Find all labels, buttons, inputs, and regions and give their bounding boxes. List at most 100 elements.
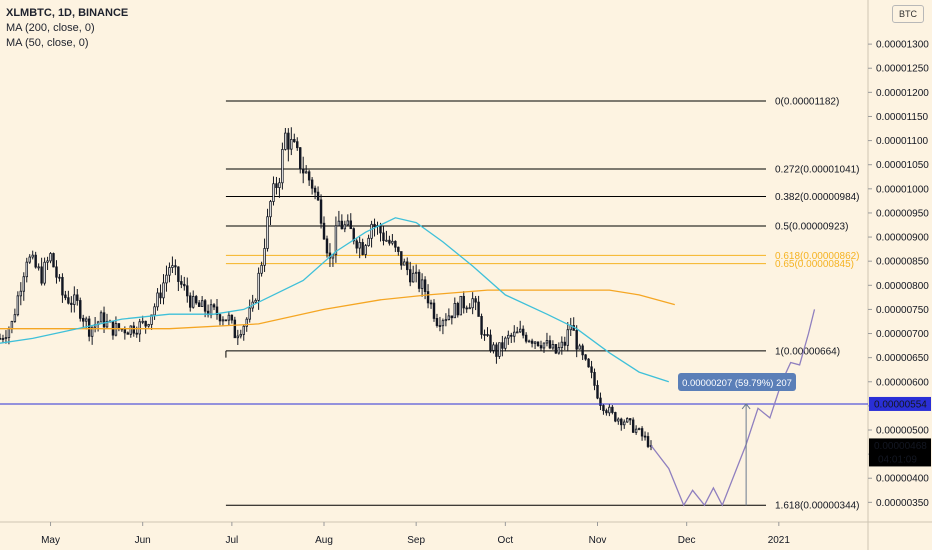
candle-up xyxy=(278,182,281,189)
candle-up xyxy=(518,328,522,333)
currency-badge[interactable]: BTC xyxy=(892,5,924,23)
candle-down xyxy=(435,318,439,326)
price-tick-label: 0.00000800 xyxy=(876,281,929,292)
candle-up xyxy=(200,300,204,307)
candle-up xyxy=(141,320,144,323)
candle-up xyxy=(99,312,103,323)
candle-down xyxy=(310,179,314,189)
horizontal-line-price-box xyxy=(869,396,931,411)
candle-up xyxy=(263,248,266,266)
candle-down xyxy=(296,141,299,149)
ma200-line xyxy=(0,289,675,330)
price-tick-label: 0.00000750 xyxy=(876,305,929,316)
candle-up xyxy=(257,272,260,301)
price-tick-label: 0.00001100 xyxy=(876,136,929,147)
candle-down xyxy=(438,325,442,327)
candle-down xyxy=(596,384,599,399)
candle-down xyxy=(194,296,198,304)
candle-down xyxy=(275,183,278,189)
price-tick-label: 0.00001050 xyxy=(876,160,929,171)
candle-up xyxy=(492,344,495,351)
ma200-legend[interactable]: MA (200, close, 0) xyxy=(6,22,95,34)
candle-down xyxy=(34,254,37,268)
candle-down xyxy=(174,265,177,268)
fib-level-label: 0.382(0.00000984) xyxy=(775,192,860,203)
ma50-legend[interactable]: MA (50, close, 0) xyxy=(6,37,89,49)
candle-down xyxy=(539,345,543,349)
candle-down xyxy=(349,220,352,230)
candle-down xyxy=(307,171,311,181)
price-tick-label: 0.00000850 xyxy=(876,257,929,268)
candle-up xyxy=(414,271,418,274)
candle-up xyxy=(634,428,638,433)
candle-down xyxy=(325,238,329,254)
candle-up xyxy=(281,149,284,184)
fib-level-label: 1.618(0.00000344) xyxy=(775,501,860,512)
candle-down xyxy=(70,302,73,305)
candle-up xyxy=(254,299,257,303)
candle-down xyxy=(316,191,320,201)
candle-up xyxy=(4,337,8,340)
candle-up xyxy=(507,334,510,339)
candle-down xyxy=(426,291,430,304)
price-tick-label: 0.00001150 xyxy=(876,112,929,123)
candle-down xyxy=(352,228,355,242)
candle-down xyxy=(197,302,201,307)
candle-up xyxy=(46,260,49,263)
candle-up xyxy=(441,320,445,327)
fib-level-label: 0(0.00001182) xyxy=(775,97,839,108)
candle-up xyxy=(147,324,150,327)
candle-up xyxy=(453,303,457,319)
candle-up xyxy=(162,282,165,299)
candle-down xyxy=(581,345,584,356)
candle-down xyxy=(605,410,608,414)
candle-down xyxy=(132,325,135,334)
price-tick-label: 0.00000900 xyxy=(876,233,929,244)
candle-up xyxy=(420,279,424,289)
candle-up xyxy=(73,294,76,305)
fib-level-label: 0.272(0.00001041) xyxy=(775,165,860,176)
candle-up xyxy=(28,256,31,263)
candle-down xyxy=(87,318,91,337)
candle-down xyxy=(611,406,614,413)
price-tick-label: 0.00000400 xyxy=(876,474,929,485)
candle-down xyxy=(319,199,323,224)
candle-down xyxy=(406,261,409,271)
candle-up xyxy=(343,224,347,230)
candle-up xyxy=(25,261,28,278)
candle-up xyxy=(242,325,245,335)
price-tick-label: 0.00001000 xyxy=(876,184,929,195)
candle-up xyxy=(245,318,248,327)
candle-up xyxy=(498,342,501,357)
candle-down xyxy=(287,132,290,150)
symbol-title[interactable]: XLMBTC, 1D, BINANCE xyxy=(6,7,129,19)
time-tick-label: Jun xyxy=(135,535,151,546)
time-tick-label: 2021 xyxy=(768,535,791,546)
candle-up xyxy=(22,276,25,292)
candle-up xyxy=(37,266,40,269)
candle-up xyxy=(227,314,231,321)
candle-down xyxy=(301,168,305,174)
candle-up xyxy=(43,261,46,284)
candle-up xyxy=(156,292,159,308)
measure-arrowhead xyxy=(741,403,751,410)
candle-up xyxy=(90,326,94,337)
candle-down xyxy=(233,319,237,339)
candle-down xyxy=(646,436,650,447)
candle-down xyxy=(474,298,477,303)
candle-down xyxy=(102,312,106,328)
candle-down xyxy=(67,297,70,304)
candle-down xyxy=(299,147,302,170)
candle-up xyxy=(444,319,448,322)
candle-down xyxy=(186,285,189,297)
candle-down xyxy=(489,334,492,351)
candle-down xyxy=(203,300,207,312)
candle-down xyxy=(643,435,647,438)
candle-down xyxy=(587,358,590,368)
candle-down xyxy=(477,301,480,317)
candle-down xyxy=(483,334,486,336)
chart-legend: XLMBTC, 1D, BINANCE MA (200, close, 0) M… xyxy=(6,6,128,51)
candle-down xyxy=(82,317,85,322)
candle-down xyxy=(510,334,513,337)
